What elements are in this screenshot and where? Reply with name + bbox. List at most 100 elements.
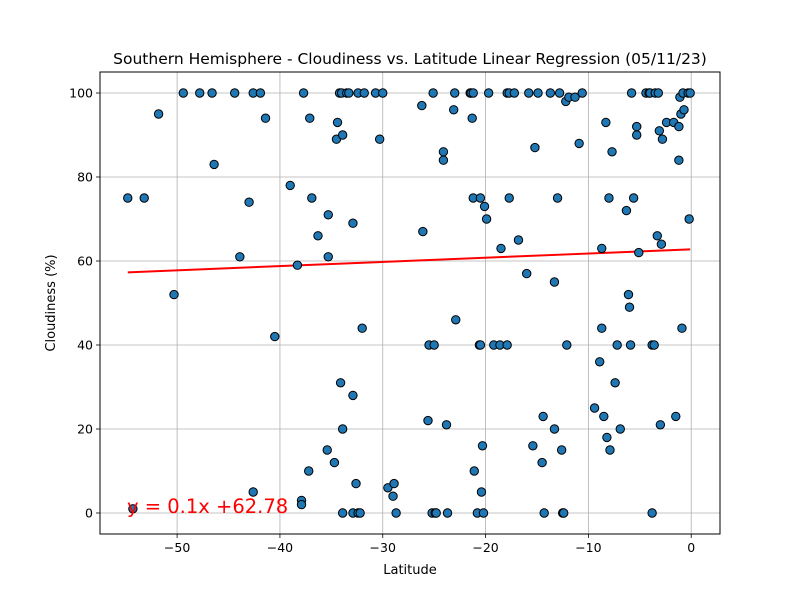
data-point xyxy=(483,88,494,98)
plot-frame xyxy=(99,71,721,535)
data-point xyxy=(418,226,428,237)
data-point xyxy=(537,457,547,468)
data-point xyxy=(442,508,453,518)
y-tick-label: 100 xyxy=(69,86,93,101)
data-point xyxy=(655,420,666,430)
data-point xyxy=(625,340,636,350)
x-tick-label: 0 xyxy=(687,540,695,555)
data-point xyxy=(521,268,532,279)
data-point xyxy=(357,323,367,333)
data-point xyxy=(649,340,659,350)
data-point xyxy=(545,88,556,98)
data-points xyxy=(123,88,695,518)
y-tick-label: 40 xyxy=(77,338,93,353)
data-point xyxy=(355,508,365,518)
data-point xyxy=(323,210,333,220)
data-point xyxy=(674,121,684,132)
data-point xyxy=(477,441,488,451)
data-point xyxy=(601,117,611,128)
data-point xyxy=(337,424,348,434)
data-point xyxy=(556,445,567,455)
data-point xyxy=(539,508,549,518)
data-point xyxy=(270,331,280,342)
x-tick-label: −40 xyxy=(267,540,293,555)
chart-title: Southern Hemisphere - Cloudiness vs. Lat… xyxy=(113,50,707,68)
data-point xyxy=(296,499,307,510)
data-point xyxy=(337,130,348,140)
data-point xyxy=(348,218,358,228)
data-point xyxy=(496,243,506,254)
data-point xyxy=(307,193,317,203)
data-point xyxy=(577,88,587,98)
data-point xyxy=(624,302,635,312)
data-point xyxy=(604,193,614,203)
data-point xyxy=(475,340,486,350)
data-point xyxy=(451,315,461,325)
data-point xyxy=(335,378,346,388)
data-point xyxy=(671,411,681,422)
regression-equation: y = 0.1x +62.78 xyxy=(127,495,288,518)
data-point xyxy=(621,205,632,216)
data-point xyxy=(378,88,388,98)
data-point xyxy=(305,113,315,123)
x-tick-label: −10 xyxy=(575,540,601,555)
data-point xyxy=(417,100,427,111)
data-point xyxy=(612,340,622,350)
data-point xyxy=(431,508,441,518)
data-point xyxy=(123,193,133,203)
data-point xyxy=(602,432,612,443)
data-point xyxy=(292,260,303,270)
data-point xyxy=(570,92,580,102)
data-point xyxy=(388,491,398,501)
data-point xyxy=(178,88,188,98)
data-point xyxy=(538,411,548,422)
data-point xyxy=(344,88,354,98)
x-tick-label: −30 xyxy=(370,540,396,555)
data-point xyxy=(607,147,617,157)
data-point xyxy=(632,130,642,140)
data-point xyxy=(623,289,634,300)
data-point xyxy=(229,88,240,98)
data-point xyxy=(260,113,271,123)
data-point xyxy=(128,504,138,514)
data-point xyxy=(599,411,609,422)
data-point xyxy=(533,88,543,98)
data-point xyxy=(329,457,340,468)
data-point xyxy=(574,138,584,149)
data-point xyxy=(674,155,684,165)
data-point xyxy=(509,88,520,98)
data-point xyxy=(647,508,657,518)
data-point xyxy=(351,478,361,489)
y-tick-label: 0 xyxy=(85,506,93,521)
data-point xyxy=(478,508,489,518)
data-point xyxy=(441,420,452,430)
data-point xyxy=(209,159,219,170)
y-axis-label: Cloudiness (%) xyxy=(44,254,59,351)
data-point xyxy=(389,478,399,489)
data-point xyxy=(428,88,438,98)
data-point xyxy=(597,323,607,333)
regression-line xyxy=(127,248,691,274)
data-point xyxy=(679,105,689,115)
data-point xyxy=(255,88,266,98)
data-point xyxy=(139,193,149,203)
data-point xyxy=(628,193,639,203)
data-point xyxy=(654,126,665,136)
x-tick-label: −20 xyxy=(472,540,498,555)
data-point xyxy=(657,134,668,144)
data-point xyxy=(450,88,460,98)
data-point xyxy=(304,466,314,476)
data-point xyxy=(423,415,433,426)
x-tick-label: −50 xyxy=(164,540,190,555)
data-point xyxy=(469,466,479,476)
data-point xyxy=(502,340,512,350)
data-point xyxy=(195,88,205,98)
data-point xyxy=(530,142,540,153)
x-axis-label: Latitude xyxy=(383,563,437,578)
data-point xyxy=(374,134,385,144)
data-point xyxy=(653,88,664,98)
data-point xyxy=(248,487,258,497)
data-point xyxy=(337,508,348,518)
data-point xyxy=(610,378,620,388)
